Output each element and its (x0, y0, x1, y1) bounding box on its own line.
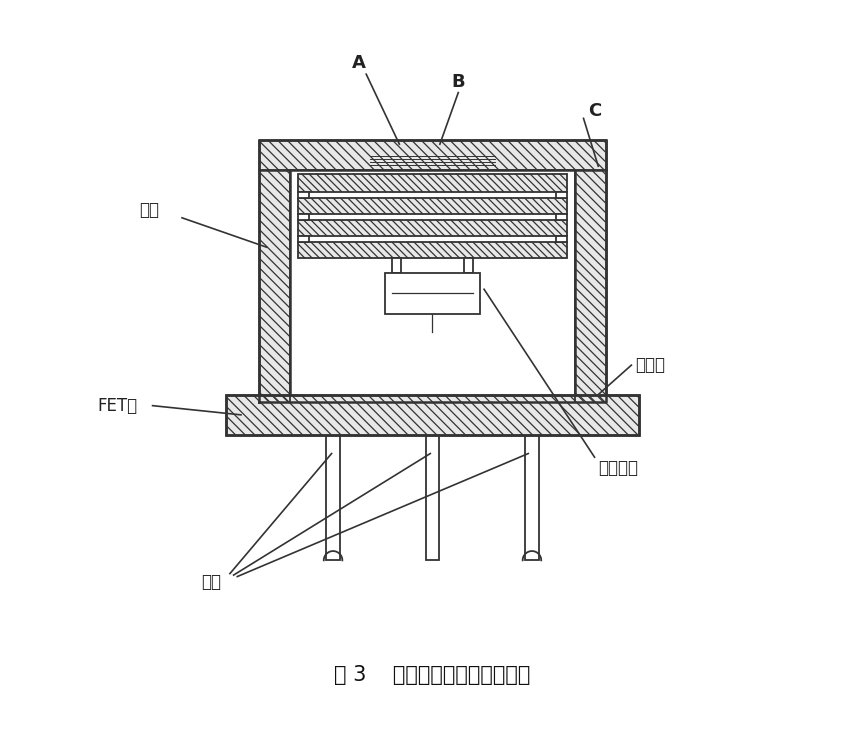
Bar (556, 214, 567, 220)
Bar (525, 435, 539, 560)
Text: 外壳: 外壳 (139, 201, 159, 220)
Bar (426, 435, 439, 560)
Text: 支承环: 支承环 (635, 356, 665, 374)
Text: C: C (588, 102, 601, 120)
Bar (298, 236, 309, 242)
Text: 引脚: 引脚 (202, 574, 221, 592)
Bar (298, 192, 309, 198)
Bar (366, 153, 499, 168)
Bar (465, 259, 473, 273)
Bar (260, 170, 291, 402)
Bar (227, 395, 638, 435)
Bar (298, 198, 567, 214)
Bar (298, 220, 567, 236)
Text: B: B (452, 72, 465, 90)
Bar (298, 242, 567, 259)
Text: 电路元件: 电路元件 (599, 459, 638, 478)
Text: 图 3    热释电红外传感器结构图: 图 3 热释电红外传感器结构图 (334, 665, 531, 685)
Bar (298, 174, 567, 192)
Bar (227, 395, 638, 435)
Bar (326, 435, 340, 560)
Bar (574, 170, 606, 402)
Bar (385, 273, 480, 314)
Bar (298, 214, 309, 220)
Text: FET管: FET管 (98, 396, 138, 415)
Bar (556, 192, 567, 198)
Bar (392, 259, 400, 273)
Bar (260, 141, 606, 170)
Text: A: A (352, 54, 366, 72)
Bar (556, 236, 567, 242)
